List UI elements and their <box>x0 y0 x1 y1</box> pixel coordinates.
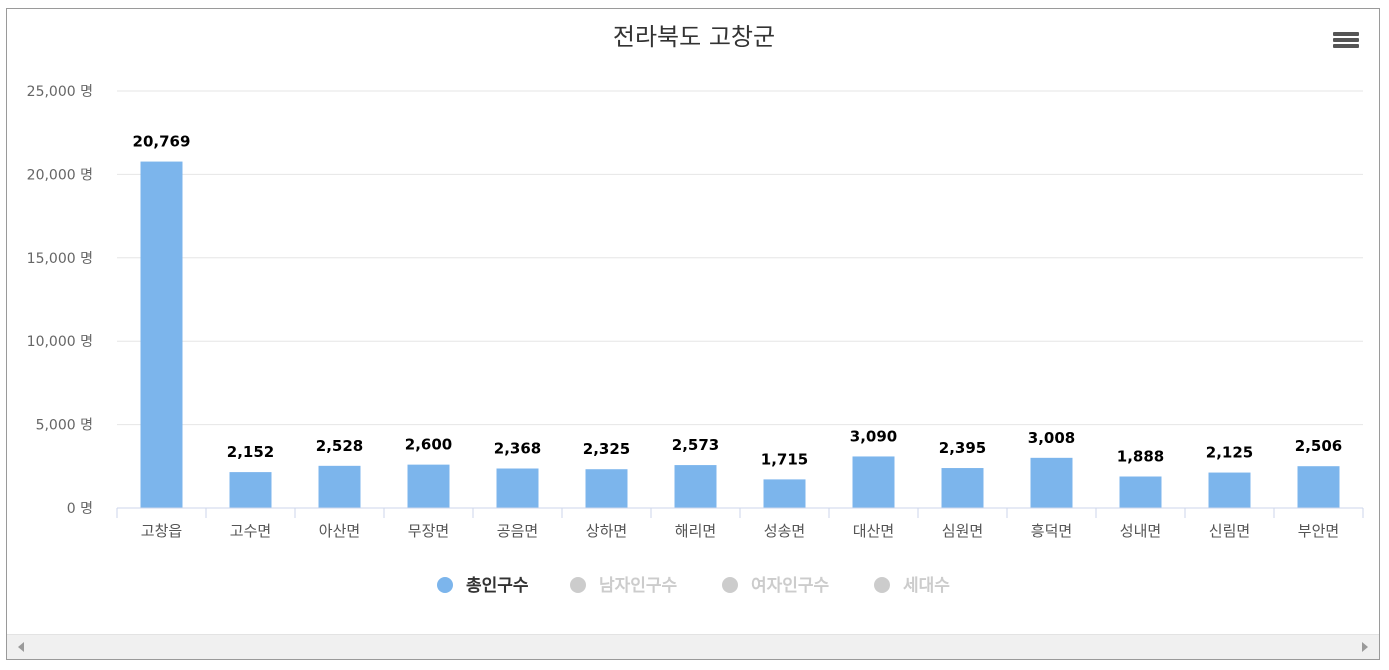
y-tick-label: 15,000 명 <box>27 251 93 267</box>
y-tick-label: 20,000 명 <box>27 167 93 183</box>
legend-label: 세대수 <box>903 576 950 596</box>
x-tick-label: 아산면 <box>319 522 360 540</box>
legend-marker-icon <box>722 577 738 593</box>
data-label: 2,600 <box>405 436 452 454</box>
x-tick-label: 흥덕면 <box>1031 522 1072 540</box>
data-label: 2,152 <box>227 443 274 461</box>
y-tick-label: 0 명 <box>67 501 93 517</box>
bar[interactable] <box>852 456 895 508</box>
data-label: 20,769 <box>133 133 191 151</box>
x-tick-label: 신림면 <box>1209 522 1250 540</box>
data-label: 2,368 <box>494 440 541 458</box>
y-tick-label: 5,000 명 <box>36 418 93 434</box>
data-label: 2,506 <box>1295 437 1342 455</box>
chart-title: 전라북도 고창군 <box>613 23 775 51</box>
chart-container <box>6 8 1380 660</box>
x-tick-label: 무장면 <box>408 522 449 540</box>
bar[interactable] <box>763 479 806 508</box>
bar[interactable] <box>1208 472 1251 508</box>
x-tick-label: 해리면 <box>675 522 716 540</box>
chart-menu-icon[interactable] <box>1331 30 1361 56</box>
bar[interactable] <box>318 465 361 508</box>
data-label: 2,573 <box>672 436 719 454</box>
legend-item[interactable]: 남자인구수 <box>570 576 678 596</box>
legend-label: 남자인구수 <box>599 576 678 596</box>
legend-item[interactable]: 여자인구수 <box>722 576 830 596</box>
x-tick-label: 심원면 <box>942 522 983 540</box>
bar[interactable] <box>674 465 717 508</box>
y-axis: 0 명 5,000 명 10,000 명 15,000 명 20,000 명 25,000… <box>27 84 93 517</box>
bar[interactable] <box>941 468 984 508</box>
legend-label: 총인구수 <box>466 576 529 596</box>
bar[interactable] <box>585 469 628 508</box>
bar[interactable] <box>1119 476 1162 508</box>
data-label: 2,395 <box>939 439 986 457</box>
x-tick-label: 성내면 <box>1120 522 1161 540</box>
data-label: 1,888 <box>1117 448 1164 466</box>
data-label: 1,715 <box>761 450 808 468</box>
data-label: 2,325 <box>583 440 630 458</box>
legend: 총인구수 남자인구수 여자인구수 세대수 <box>437 576 950 596</box>
y-tick-label: 10,000 명 <box>27 334 93 350</box>
legend-marker-icon <box>874 577 890 593</box>
grid-lines <box>117 90 1363 426</box>
bar[interactable] <box>407 464 450 508</box>
x-tick-label: 부안면 <box>1298 522 1339 540</box>
x-tick-label: 대산면 <box>853 522 894 540</box>
legend-item[interactable]: 총인구수 <box>437 576 529 596</box>
x-tick-label: 고창읍 <box>141 522 182 540</box>
bar[interactable] <box>1030 457 1073 508</box>
x-tick-label: 공음면 <box>497 522 538 540</box>
y-tick-label: 25,000 명 <box>27 84 93 100</box>
data-label: 3,090 <box>850 427 897 445</box>
legend-marker-icon <box>437 577 453 593</box>
legend-label: 여자인구수 <box>751 576 830 596</box>
bar[interactable] <box>229 472 272 508</box>
data-label: 2,125 <box>1206 444 1253 462</box>
bars: 20,769 2,152 2,528 2,600 2,368 2,325 2,573 1,71… <box>133 133 1342 509</box>
bar[interactable] <box>140 161 183 509</box>
data-label: 2,528 <box>316 437 363 455</box>
scroll-right-arrow-icon[interactable] <box>1362 642 1368 652</box>
scroll-left-arrow-icon[interactable] <box>18 642 24 652</box>
x-tick-label: 상하면 <box>586 522 627 540</box>
legend-marker-icon <box>570 577 586 593</box>
x-tick-label: 성송면 <box>764 522 805 540</box>
bar[interactable] <box>496 468 539 508</box>
legend-item[interactable]: 세대수 <box>874 576 950 596</box>
x-tick-label: 고수면 <box>230 522 271 540</box>
bar[interactable] <box>1297 466 1340 508</box>
data-label: 3,008 <box>1028 429 1075 447</box>
horizontal-scrollbar[interactable] <box>7 634 1379 659</box>
x-axis: 고창읍 고수면 아산면 무장면 공음면 상하면 해리면 성송면 대산면 심원면 흥덕면 성내면 신림면 부… <box>116 507 1364 540</box>
